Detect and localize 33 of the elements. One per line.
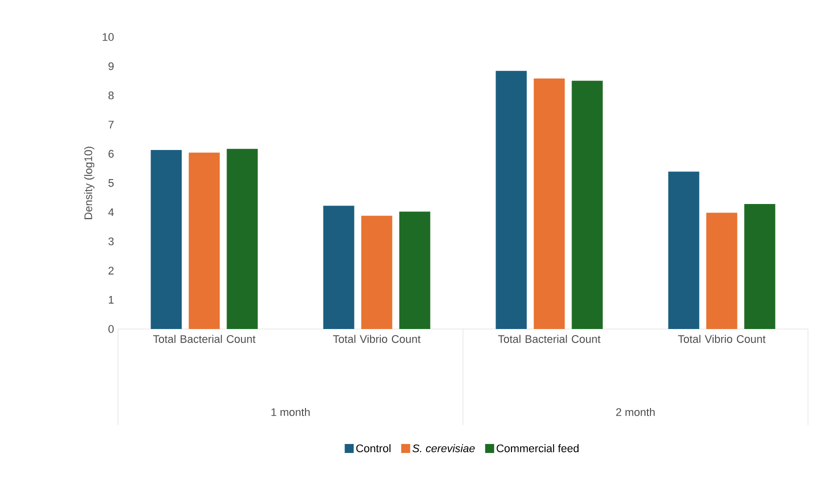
y-axis-title: Density (log10) xyxy=(84,146,94,220)
bar xyxy=(226,148,258,329)
text: 1 month xyxy=(271,408,310,416)
y-tick-label: 3 xyxy=(108,238,114,246)
bar xyxy=(150,150,182,329)
y-tick-label: 2 xyxy=(108,266,114,274)
x-tick-label: Total Vibrio Count xyxy=(333,334,421,343)
bar xyxy=(399,212,430,329)
y-tick-label: 1 xyxy=(108,296,114,304)
y-tick-label: 8 xyxy=(108,92,114,100)
y-tick-label: 0 xyxy=(108,325,114,333)
bar xyxy=(323,206,354,329)
bar xyxy=(496,70,527,329)
legend-label: S. cerevisiae xyxy=(412,444,475,452)
x-tick-label: Total Vibrio Count xyxy=(678,334,766,343)
bar xyxy=(188,152,220,329)
bar xyxy=(706,212,738,329)
bar xyxy=(361,216,392,329)
x-tick-label: Total Bacterial Count xyxy=(153,334,256,343)
y-tick-label: 9 xyxy=(108,62,114,70)
x-tick-label: Total Bacterial Count xyxy=(498,334,601,343)
bar xyxy=(668,172,700,329)
y-tick-label: 5 xyxy=(108,179,114,187)
text: 2 month xyxy=(616,408,655,416)
y-tick-label: 7 xyxy=(108,120,114,128)
legend-label: Control xyxy=(356,444,390,452)
legend-label: Commercial feed xyxy=(496,444,579,452)
y-tick-label: 4 xyxy=(108,208,114,216)
bar xyxy=(744,204,776,329)
y-tick-label: 10 xyxy=(102,33,114,41)
bar xyxy=(534,78,565,329)
y-tick-label: 6 xyxy=(108,150,114,158)
bar xyxy=(572,80,603,329)
